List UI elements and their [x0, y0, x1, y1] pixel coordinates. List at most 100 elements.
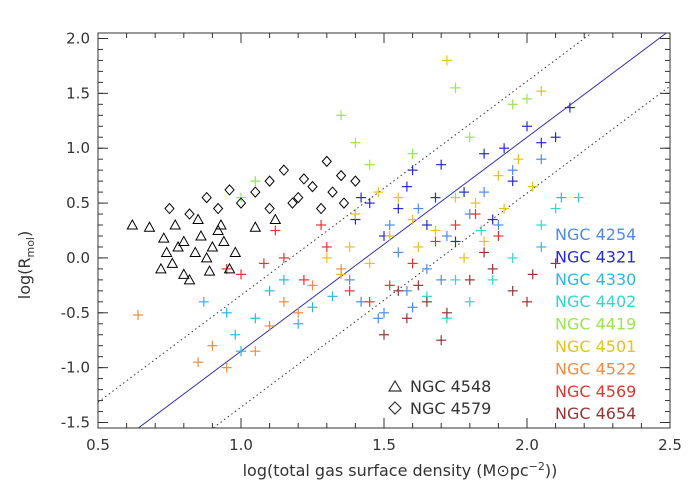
- data-point: [293, 318, 304, 329]
- data-point: [198, 296, 209, 307]
- y-tick-label: 1.5: [66, 84, 90, 102]
- data-point: [384, 230, 395, 241]
- data-point: [126, 218, 139, 230]
- data-point: [316, 220, 327, 231]
- data-point: [450, 236, 461, 247]
- data-point: [350, 209, 361, 220]
- data-point: [356, 192, 367, 203]
- data-point: [172, 240, 184, 252]
- data-point: [236, 269, 246, 280]
- data-point: [278, 274, 289, 285]
- legend-entry: NGC 4330: [555, 270, 636, 289]
- data-point: [459, 187, 470, 198]
- data-point: [522, 121, 532, 132]
- x-axis-label: log(total gas surface density (M⊙pc−2)): [243, 460, 558, 480]
- data-point: [464, 274, 475, 285]
- data-point: [223, 262, 236, 274]
- data-point: [393, 192, 404, 203]
- data-point: [157, 232, 170, 243]
- data-point: [307, 302, 318, 313]
- data-point: [479, 236, 490, 247]
- data-point: [379, 329, 389, 340]
- bound-line-1: [98, 33, 593, 403]
- x-tick-label: 1.0: [229, 436, 253, 454]
- y-tick-label: -1.0: [61, 359, 90, 377]
- data-point: [550, 132, 561, 143]
- legend-entry: NGC 4254: [555, 225, 636, 244]
- y-tick-label: 2.0: [66, 29, 90, 47]
- data-point: [236, 346, 246, 357]
- plot-content: [98, 33, 670, 428]
- data-point: [307, 180, 318, 193]
- data-point: [293, 191, 304, 204]
- data-point: [470, 209, 481, 220]
- data-point: [430, 236, 441, 247]
- data-point: [536, 241, 547, 252]
- data-point: [221, 362, 232, 373]
- plot-area: 0.5 1.0 1.5 2.0 2.5 -1.5 -1.0 -0.5 0.0 0.5 1.0 1.5 2…: [61, 29, 682, 454]
- data-point: [487, 274, 498, 285]
- data-point: [195, 229, 207, 241]
- data-point: [364, 159, 375, 170]
- legend-entry: NGC 4579: [410, 399, 491, 418]
- data-point: [507, 285, 518, 296]
- data-point: [507, 252, 518, 263]
- data-point: [550, 203, 561, 214]
- y-axis-label: log(Rmol): [15, 231, 37, 300]
- data-point: [160, 246, 173, 257]
- data-point: [441, 230, 452, 241]
- y-tick-label: 0.5: [66, 194, 90, 212]
- x-axis-label-sym: ⊙: [496, 461, 509, 480]
- data-point: [338, 197, 350, 209]
- data-point: [507, 165, 518, 176]
- data-point: [164, 202, 175, 215]
- legend-entry: NGC 4654: [555, 404, 636, 423]
- data-point: [184, 208, 195, 220]
- data-point: [450, 274, 461, 285]
- data-point: [527, 181, 538, 192]
- data-point: [527, 269, 538, 280]
- data-point: [356, 296, 367, 307]
- data-point: [421, 220, 432, 231]
- data-point: [384, 220, 395, 231]
- data-point: [499, 203, 510, 214]
- data-point: [379, 307, 389, 318]
- y-tick-label: 0.0: [66, 249, 90, 267]
- data-point: [269, 213, 282, 225]
- x-tick-label: 1.5: [372, 436, 396, 454]
- data-point: [206, 240, 219, 252]
- y-axis-label-close: ): [15, 231, 34, 237]
- data-point: [315, 202, 327, 215]
- data-point: [430, 192, 441, 203]
- data-point: [393, 203, 404, 214]
- data-point: [450, 192, 461, 203]
- y-tick-label: -0.5: [61, 304, 90, 322]
- data-point: [536, 154, 547, 165]
- data-point: [479, 148, 490, 159]
- x-axis-label-close: )): [545, 461, 557, 480]
- data-point: [224, 184, 235, 196]
- data-point: [235, 197, 247, 209]
- fit-line: [137, 33, 668, 428]
- data-point: [321, 155, 332, 168]
- data-point: [393, 247, 404, 258]
- data-point: [250, 186, 261, 198]
- data-point: [177, 235, 190, 246]
- data-point: [217, 235, 230, 246]
- data-point: [264, 202, 275, 215]
- data-point: [536, 220, 547, 231]
- data-point: [321, 252, 332, 263]
- data-point: [401, 313, 412, 324]
- x-axis-label-units: pc: [510, 461, 529, 480]
- legend-entry: NGC 4548: [410, 377, 491, 396]
- data-point: [470, 198, 481, 209]
- data-point: [249, 221, 262, 232]
- data-point: [203, 265, 216, 276]
- data-point: [564, 102, 575, 113]
- data-point: [464, 132, 475, 143]
- legend-entry: NGC 4419: [555, 315, 636, 334]
- legend-marker: [387, 379, 403, 392]
- data-point: [169, 218, 182, 230]
- data-point: [229, 246, 242, 257]
- data-point: [212, 202, 224, 215]
